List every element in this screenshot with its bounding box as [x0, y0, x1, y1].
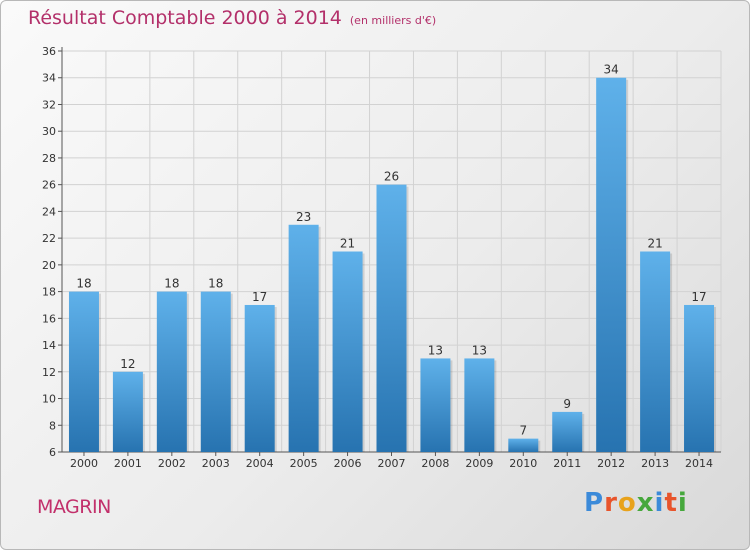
value-label-2012: 34 [604, 63, 619, 77]
x-tick-label-2014: 2014 [685, 457, 713, 470]
value-label-2008: 13 [428, 343, 443, 357]
y-tick-label-10: 10 [42, 393, 56, 406]
bar-2003 [200, 291, 231, 452]
place-name: MAGRIN [37, 496, 111, 518]
bars [68, 77, 717, 452]
value-label-2001: 12 [120, 357, 135, 371]
chart-title: Résultat Comptable 2000 à 2014 [28, 7, 342, 29]
x-tick-label-2007: 2007 [378, 457, 406, 470]
y-tick-label-16: 16 [42, 312, 56, 325]
title-row: Résultat Comptable 2000 à 2014 (en millie… [28, 7, 436, 29]
value-label-2000: 18 [76, 277, 91, 291]
x-tick-label-2010: 2010 [509, 457, 537, 470]
data-labels: 18 12 18 18 17 23 21 26 13 13 7 9 34 21 17 [76, 63, 706, 438]
bar-2014 [684, 304, 715, 452]
y-tick-label-8: 8 [49, 419, 56, 432]
logo-letter: i [677, 488, 688, 518]
x-tick-label-2004: 2004 [246, 457, 274, 470]
value-label-2013: 21 [647, 237, 662, 251]
x-tick-label-2002: 2002 [158, 457, 186, 470]
x-tick-label-2012: 2012 [597, 457, 625, 470]
value-label-2009: 13 [472, 343, 487, 357]
bar-2004 [244, 304, 275, 452]
x-tick-label-2009: 2009 [465, 457, 493, 470]
x-tick-label-2011: 2011 [553, 457, 581, 470]
logo-letter: i [654, 488, 665, 518]
y-tick-label-32: 32 [42, 98, 56, 111]
x-tick-label-2008: 2008 [421, 457, 449, 470]
y-tick-label-12: 12 [42, 366, 56, 379]
x-tick-label-2001: 2001 [114, 457, 142, 470]
y-tick-label-20: 20 [42, 259, 56, 272]
x-tick-label-2006: 2006 [334, 457, 362, 470]
value-label-2002: 18 [164, 277, 179, 291]
logo-letter: x [636, 488, 655, 518]
y-tick-label-30: 30 [42, 125, 56, 138]
y-tick-label-36: 36 [42, 45, 56, 58]
bar-2009 [464, 358, 495, 452]
x-tick-label-2003: 2003 [202, 457, 230, 470]
value-label-2003: 18 [208, 277, 223, 291]
logo-letter: t [664, 488, 678, 518]
bar-2006 [332, 251, 363, 452]
bar-2002 [156, 291, 187, 452]
y-tick-label-24: 24 [42, 205, 56, 218]
proxiti-logo[interactable]: Proxiti [584, 488, 688, 518]
y-tick-label-6: 6 [49, 446, 56, 459]
bar-2012 [596, 77, 627, 452]
bar-2005 [288, 224, 319, 452]
value-label-2005: 23 [296, 210, 311, 224]
bar-2008 [420, 358, 451, 452]
y-tick-label-34: 34 [42, 72, 56, 85]
value-label-2004: 17 [252, 290, 267, 304]
bar-2007 [376, 184, 407, 452]
y-tick-label-28: 28 [42, 152, 56, 165]
bar-2001 [112, 371, 143, 452]
x-tick-label-2000: 2000 [70, 457, 98, 470]
bar-2013 [640, 251, 671, 452]
value-label-2007: 26 [384, 170, 399, 184]
bar-2000 [68, 291, 99, 452]
logo-letter: r [604, 488, 618, 518]
logo-letter: o [617, 488, 637, 518]
value-label-2014: 17 [691, 290, 706, 304]
value-label-2006: 21 [340, 237, 355, 251]
chart-subtitle: (en milliers d'€) [349, 14, 437, 27]
value-label-2011: 9 [563, 397, 571, 411]
logo-letter: P [584, 488, 605, 518]
y-tick-label-22: 22 [42, 232, 56, 245]
value-label-2010: 7 [519, 424, 527, 438]
bar-2010 [508, 438, 539, 452]
y-tick-label-18: 18 [42, 286, 56, 299]
x-tick-label-2005: 2005 [290, 457, 318, 470]
y-tick-label-26: 26 [42, 179, 56, 192]
y-tick-label-14: 14 [42, 339, 56, 352]
x-tick-label-2013: 2013 [641, 457, 669, 470]
bar-2011 [552, 411, 583, 452]
